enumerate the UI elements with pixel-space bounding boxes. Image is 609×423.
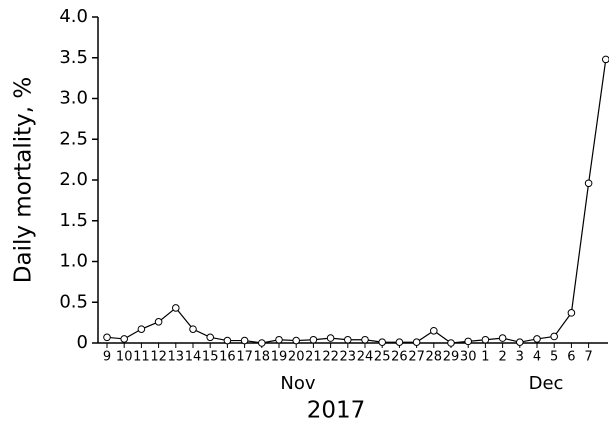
data-point [275,335,283,344]
x-tick-label: 24 [357,350,374,365]
data-point [602,55,609,64]
x-tick-label: 10 [116,350,133,365]
x-tick-label: 2 [498,350,506,365]
data-point [344,335,352,344]
data-line [106,59,607,344]
y-tick-label: 0.5 [59,291,88,312]
x-tick-label: 28 [426,350,443,365]
y-axis-label: Daily mortality, % [11,77,37,283]
x-tick-label: 30 [460,350,477,365]
data-point [378,338,387,346]
x-tick-label: 23 [340,350,357,365]
data-point [154,318,163,326]
data-point [395,338,404,346]
y-tick-label: 1.5 [59,210,88,231]
x-tick-label: 14 [185,350,202,365]
data-point [137,325,146,333]
x-tick-label: 4 [533,350,541,365]
x-tick-label: 12 [150,350,167,365]
data-point [584,179,593,188]
data-point [172,304,180,312]
data-point [326,334,335,342]
x-tick-label: 25 [374,350,391,365]
data-point [430,326,438,335]
data-point [223,336,232,345]
x-tick-label: 17 [236,350,253,365]
data-point [309,335,318,344]
data-point [120,335,128,343]
data-point [412,338,421,346]
x-tick-label: 15 [202,350,219,365]
x-tick-label: 29 [443,350,460,365]
data-point [567,309,576,317]
data-point [481,335,490,344]
data-point [189,325,197,333]
y-tick-label: 0 [77,332,88,353]
month-label: Nov [280,373,315,394]
data-point [516,338,524,346]
x-tick-label: 16 [219,350,236,365]
data-point [498,334,507,342]
data-point [258,339,266,347]
x-tick-label: 18 [254,350,271,365]
x-tick-label: 19 [271,350,288,365]
x-tick-label: 27 [408,350,425,365]
data-point [550,332,559,341]
y-tick-label: 2.5 [59,128,88,149]
x-tick-label: 13 [168,350,185,365]
y-tick-label: 3.0 [59,88,88,109]
x-tick-label: 3 [516,350,524,365]
x-tick-label: 11 [133,350,150,365]
x-tick-label: 20 [288,350,305,365]
data-point [533,335,541,343]
data-point [206,333,214,342]
y-tick-label: 2.0 [59,169,88,190]
x-tick-label: 26 [391,350,408,365]
y-tick-label: 4.0 [59,6,88,27]
data-point [447,339,455,347]
x-tick-label: 1 [481,350,489,365]
x-tick-label: 22 [322,350,339,365]
x-tick-label: 21 [305,350,322,365]
month-label: Dec [529,373,564,394]
y-tick-label: 1.0 [59,251,88,272]
x-tick-label: 7 [584,350,592,365]
data-point [240,336,249,345]
x-tick-label: 5 [550,350,558,365]
data-point [292,336,301,345]
x-tick-label: 9 [103,350,111,365]
y-tick-label: 3.5 [59,47,88,68]
x-tick-label: 6 [567,350,575,365]
x-axis-label: 2017 [307,398,366,423]
data-point [464,337,473,346]
data-point [361,335,369,344]
data-point [103,333,111,342]
